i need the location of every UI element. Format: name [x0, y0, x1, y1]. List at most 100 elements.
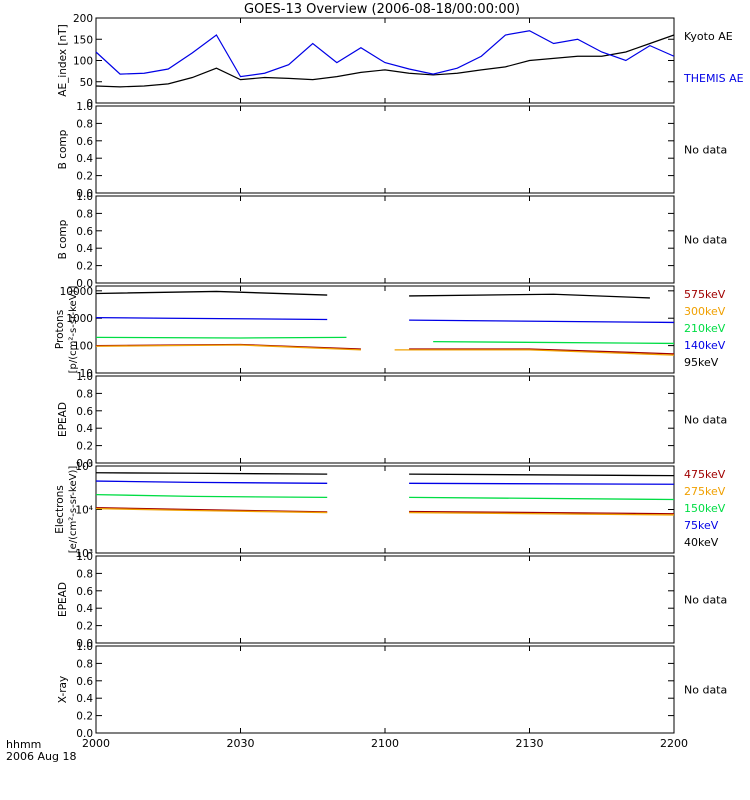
legend-150kev: 150keV [684, 502, 726, 515]
legend-475kev: 475keV [684, 468, 726, 481]
legend-575kev: 575keV [684, 288, 726, 301]
series-segment [95, 344, 361, 351]
y-tick-label: 150 [73, 34, 93, 46]
y-tick-label: 1.0 [76, 641, 93, 653]
panel-frame [95, 285, 675, 374]
series-segment [433, 340, 675, 345]
x-tick-label: 2200 [660, 737, 688, 750]
legend-300kev: 300keV [684, 305, 726, 318]
y-axis-label: EPEAD [57, 402, 69, 437]
series-segment [409, 496, 675, 501]
panel-frame [95, 555, 675, 644]
panel-frame [95, 375, 675, 464]
panel-frame [95, 645, 675, 734]
y-tick-label: 0.8 [76, 568, 93, 580]
legend-140kev: 140keV [684, 339, 726, 352]
series-segment [95, 290, 328, 296]
legend-275kev: 275keV [684, 485, 726, 498]
y-tick-label: 0.6 [76, 586, 93, 598]
y-tick-label: 0.0 [76, 188, 93, 200]
no-data-label: No data [684, 684, 727, 697]
series-segment [95, 493, 328, 499]
y-tick-label: 10³ [75, 548, 93, 560]
legend-themis-ae: THEMIS AE [683, 72, 744, 85]
panel-frame [95, 17, 675, 104]
y-tick-label: 10⁴ [75, 505, 93, 517]
no-data-label: No data [684, 144, 727, 157]
series-line [95, 30, 675, 78]
y-tick-label: 10 [80, 368, 93, 380]
y-tick-label: 50 [80, 77, 93, 89]
y-tick-label: 0 [86, 98, 93, 110]
time-axis-label: hhmm [6, 738, 41, 751]
y-axis-label: B comp [57, 129, 69, 169]
plot-title: GOES-13 Overview (2006-08-18/00:00:00) [244, 2, 520, 17]
series-segment [409, 511, 675, 516]
y-tick-label: 100 [73, 341, 93, 353]
y-tick-label: 1.0 [76, 371, 93, 383]
y-tick-label: 0.4 [76, 423, 93, 435]
series-segment [409, 510, 675, 515]
y-axis-units: [p/(cm²-s-sr-keV)] [68, 286, 79, 374]
no-data-label: No data [684, 594, 727, 607]
series-segment [409, 319, 675, 324]
y-tick-label: 0.0 [76, 458, 93, 470]
y-tick-label: 0.0 [76, 638, 93, 650]
y-axis-units: [e/(cm²-s-sr-keV)] [68, 466, 79, 554]
series-segment [409, 348, 675, 355]
x-tick-label: 2000 [82, 737, 110, 750]
series-segment [409, 473, 675, 477]
no-data-label: No data [684, 414, 727, 427]
panel-bcomp1: 0.0 0.2 0.4 0.6 0.8 1.0 B comp No data [57, 101, 727, 200]
y-tick-label: 0.0 [76, 728, 93, 740]
series-segment [394, 349, 675, 356]
y-tick-label: 0.2 [76, 711, 93, 723]
y-tick-label: 0.0 [76, 278, 93, 290]
y-tick-label: 0.2 [76, 171, 93, 183]
y-tick-label: 0.4 [76, 243, 93, 255]
y-axis-label: EPEAD [57, 582, 69, 617]
legend-75kev: 75keV [684, 519, 719, 532]
y-tick-label: 10⁵ [75, 461, 93, 473]
panel-ae: 0 50 100 150 200 AE_index [nT] Kyoto AE THEMIS … [57, 13, 744, 110]
y-axis-label: AE_index [nT] [57, 24, 69, 96]
legend-40kev: 40keV [684, 536, 719, 549]
x-tick-label: 2030 [227, 737, 255, 750]
y-tick-label: 100 [73, 56, 93, 68]
y-tick-label: 0.4 [76, 153, 93, 165]
y-tick-label: 10000 [60, 286, 93, 298]
y-tick-label: 1.0 [76, 101, 93, 113]
y-tick-label: 0.8 [76, 388, 93, 400]
series-segment [95, 316, 328, 321]
series-segment [95, 507, 328, 513]
y-axis-label: X-ray [57, 676, 69, 703]
legend-210kev: 210keV [684, 322, 726, 335]
panel-epead2: 0.0 0.2 0.4 0.6 0.8 1.0 EPEAD No data [57, 551, 727, 650]
x-tick-label: 2130 [516, 737, 544, 750]
y-tick-label: 0.8 [76, 118, 93, 130]
series-segment [409, 482, 675, 485]
panel-xray: 0.0 0.2 0.4 0.6 0.8 1.0 2000 2030 2100 2130 2200 X-… [57, 641, 727, 750]
y-tick-label: 0.4 [76, 603, 93, 615]
series-line [95, 34, 675, 88]
no-data-label: No data [684, 234, 727, 247]
y-tick-label: 0.2 [76, 441, 93, 453]
legend-95kev: 95keV [684, 356, 719, 369]
y-tick-label: 0.2 [76, 621, 93, 633]
series-segment [95, 507, 328, 514]
y-tick-label: 0.6 [76, 136, 93, 148]
y-tick-label: 1.0 [76, 191, 93, 203]
panel-electrons: 10³ 10⁴ 10⁵ Electrons [e/(cm²-s-sr-keV)] 475k… [54, 461, 726, 560]
panels: 0 50 100 150 200 AE_index [nT] Kyoto AE THEMIS … [54, 13, 744, 750]
y-tick-label: 200 [73, 13, 93, 25]
date-label: 2006 Aug 18 [6, 750, 76, 763]
y-axis-label: Protons [54, 310, 66, 349]
series-segment [95, 480, 328, 484]
panel-epead1: 0.0 0.2 0.4 0.6 0.8 1.0 EPEAD No data [57, 371, 727, 470]
panel-bcomp2: 0.0 0.2 0.4 0.6 0.8 1.0 B comp No data [57, 191, 727, 290]
series-segment [95, 336, 347, 339]
x-tick-label: 2100 [371, 737, 399, 750]
y-tick-label: 0.6 [76, 676, 93, 688]
y-axis-label: Electrons [54, 485, 66, 534]
